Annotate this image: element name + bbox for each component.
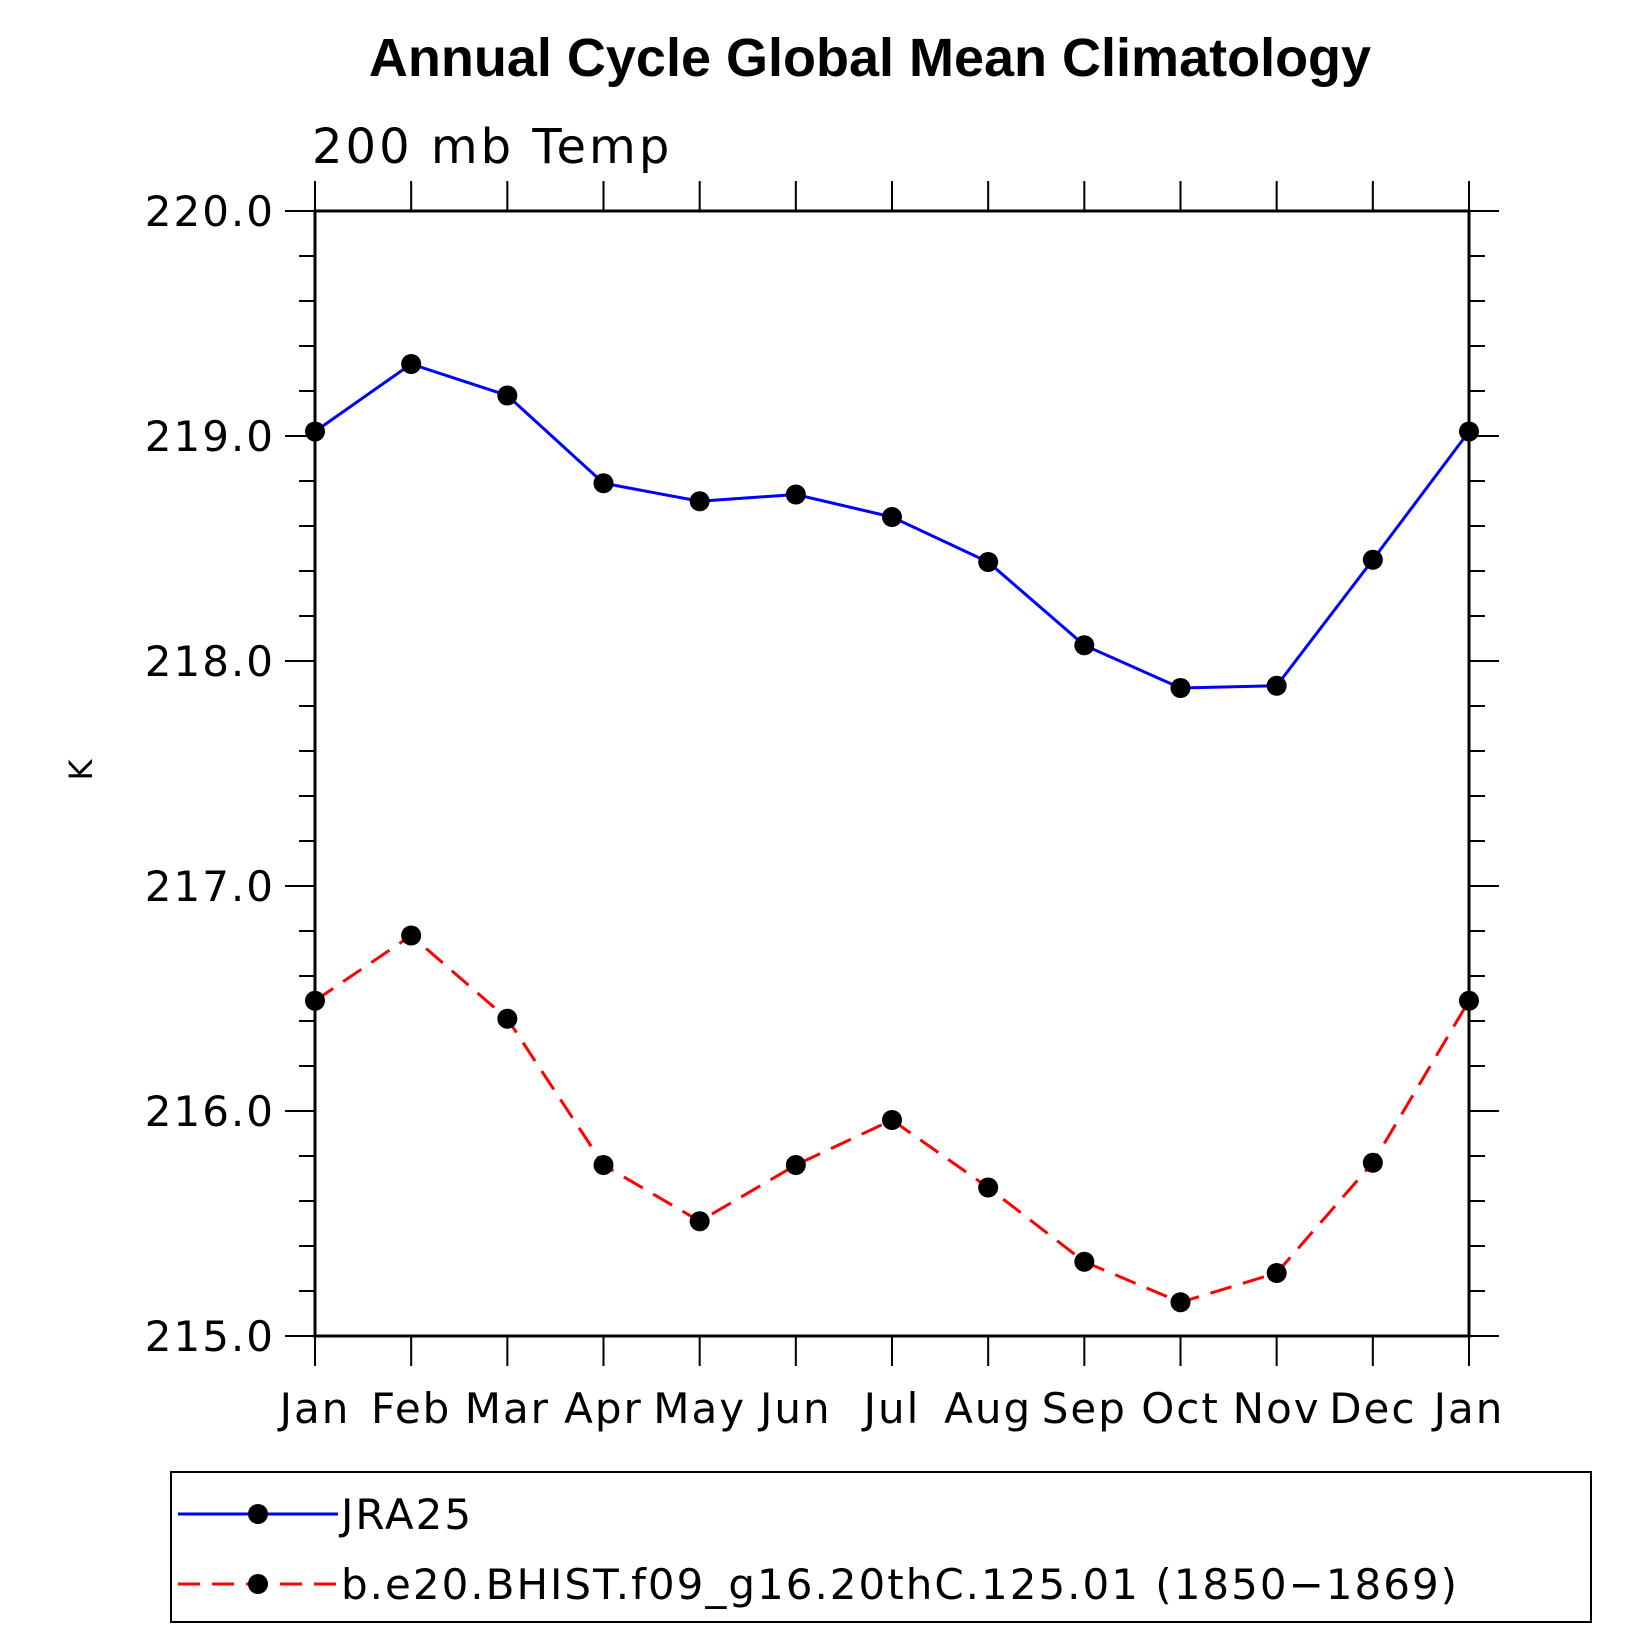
chart-subtitle: 200 mb Temp (312, 119, 672, 175)
series-0-point (689, 491, 710, 512)
x-tick-label: Feb (371, 1384, 451, 1433)
x-tick-label: Mar (465, 1384, 550, 1433)
y-tick-label: 216.0 (145, 1087, 275, 1136)
legend-swatch-marker (248, 1504, 268, 1524)
series-0-point (401, 354, 422, 374)
series-0-point (1170, 678, 1191, 698)
series-0-point (1266, 675, 1287, 696)
series-1-point (1170, 1292, 1191, 1313)
series-0-point (785, 484, 806, 505)
series-1-point (1074, 1251, 1095, 1272)
series-1-point (689, 1211, 710, 1232)
legend-label: b.e20.BHIST.f09_g16.20thC.125.01 (1850−1… (341, 1560, 1459, 1609)
x-tick-label: Jan (277, 1384, 351, 1433)
y-tick-label: 217.0 (145, 862, 275, 911)
series-1-point (593, 1155, 614, 1175)
series-1-point (497, 1008, 518, 1029)
x-tick-label: Jun (757, 1384, 832, 1433)
x-tick-label: Jan (1431, 1384, 1505, 1433)
y-axis-label: K (62, 758, 100, 780)
y-axis-ticks: 220.0 219.0 218.0 217.0 216.0 215.0 (145, 187, 1499, 1361)
series-layer (305, 354, 1479, 1313)
series-1-point (978, 1177, 999, 1198)
series-0-point (1074, 635, 1095, 656)
plot-border (313, 209, 1471, 1338)
x-tick-label: May (653, 1384, 746, 1433)
plot-frame (313, 209, 1471, 1338)
x-tick-label: Nov (1233, 1384, 1321, 1433)
series-0-point (305, 421, 325, 442)
series-0-point (1459, 421, 1479, 442)
x-tick-label: Sep (1042, 1384, 1127, 1433)
x-tick-label: Apr (564, 1384, 643, 1433)
series-1-point (1459, 990, 1479, 1011)
series-0-point (978, 552, 999, 572)
series-1-point (305, 990, 325, 1011)
series-0-point (1362, 549, 1383, 570)
legend-box (170, 1471, 1592, 1623)
series-1-point (785, 1155, 806, 1175)
series-0-point (593, 473, 614, 494)
series-1-point (401, 925, 422, 946)
series-0-point (497, 385, 518, 406)
series-1-point (882, 1110, 902, 1130)
legend: JRA25 b.e20.BHIST.f09_g16.20thC.125.01 (1… (170, 1471, 1592, 1623)
x-axis-ticks: Jan Feb Mar Apr May Jun Jul Aug Sep Oct Nov Dec Jan (277, 181, 1505, 1433)
series-1-point (1362, 1152, 1383, 1173)
y-tick-label: 218.0 (145, 637, 275, 686)
x-tick-label: Jul (861, 1384, 921, 1433)
series-1-point (1266, 1263, 1287, 1283)
series-0-point (882, 507, 902, 527)
legend-label: JRA25 (338, 1490, 473, 1539)
y-tick-label: 219.0 (145, 412, 275, 461)
y-tick-label: 220.0 (145, 187, 275, 236)
x-tick-label: Aug (944, 1384, 1032, 1433)
chart-title: Annual Cycle Global Mean Climatology (369, 28, 1371, 88)
x-tick-label: Dec (1329, 1384, 1416, 1433)
y-tick-label: 215.0 (145, 1312, 275, 1361)
legend-swatch-marker (248, 1574, 268, 1594)
x-tick-label: Oct (1141, 1384, 1220, 1433)
